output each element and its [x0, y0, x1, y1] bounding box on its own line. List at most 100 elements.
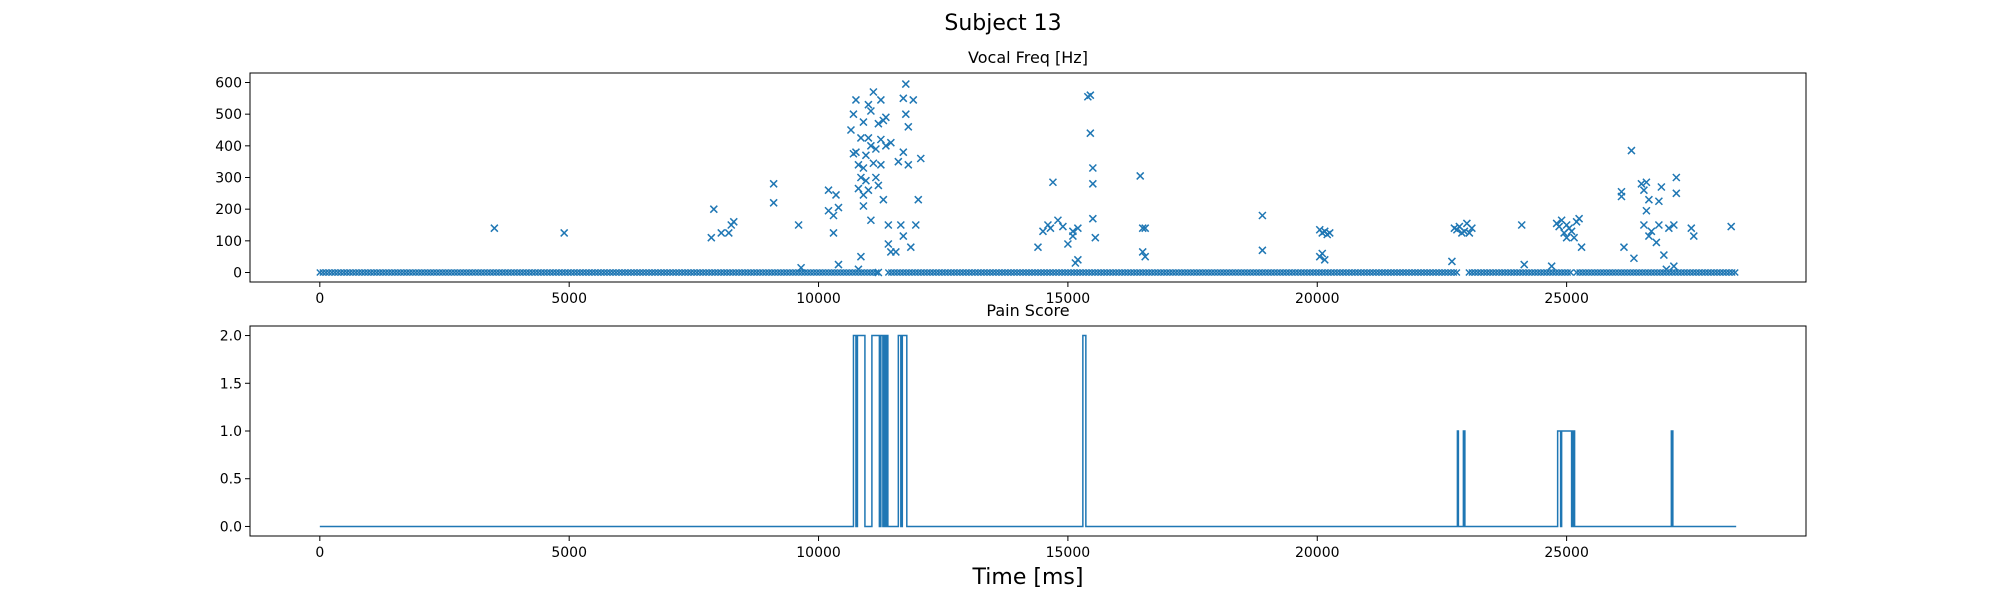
baseline-point: [1327, 269, 1335, 276]
baseline-point: [537, 269, 545, 276]
baseline-point: [1396, 269, 1404, 276]
baseline-point: [1534, 269, 1542, 276]
baseline-point: [358, 269, 366, 276]
baseline-point: [504, 269, 512, 276]
baseline-point: [582, 269, 590, 276]
baseline-point: [373, 269, 381, 276]
baseline-point: [501, 269, 509, 276]
baseline-point: [1677, 269, 1685, 276]
baseline-point: [421, 269, 429, 276]
baseline-point: [804, 269, 812, 276]
baseline-point: [468, 269, 476, 276]
baseline-point: [531, 269, 539, 276]
baseline-point: [573, 269, 581, 276]
baseline-point: [1190, 269, 1198, 276]
scatter-point: [1644, 232, 1653, 241]
baseline-point: [621, 269, 629, 276]
baseline-point: [989, 269, 997, 276]
baseline-point: [1576, 269, 1584, 276]
scatter-point: [1654, 197, 1663, 206]
scatter-point: [1138, 247, 1147, 256]
baseline-point: [1432, 269, 1440, 276]
baseline-point: [810, 269, 818, 276]
scatter-point: [1639, 220, 1648, 230]
baseline-point: [1567, 269, 1575, 276]
scatter-point: [1048, 178, 1057, 187]
baseline-point: [1240, 269, 1248, 276]
baseline-point: [1423, 269, 1431, 276]
baseline-point: [349, 269, 357, 276]
baseline-point: [1405, 269, 1413, 276]
baseline-point: [780, 269, 788, 276]
scatter-point: [916, 154, 925, 163]
scatter-point: [899, 148, 908, 157]
baseline-point: [1243, 269, 1251, 276]
baseline-point: [340, 269, 348, 276]
baseline-point: [828, 269, 836, 276]
vocal-freq-y-tick-label: 100: [215, 234, 242, 250]
baseline-point: [1052, 269, 1060, 276]
baseline-point: [735, 269, 743, 276]
scatter-point: [1669, 262, 1678, 271]
baseline-point: [1139, 269, 1147, 276]
baseline-point: [1225, 269, 1233, 276]
baseline-point: [325, 269, 333, 276]
baseline-point: [1402, 269, 1410, 276]
baseline-point: [786, 269, 794, 276]
baseline-point: [657, 269, 665, 276]
vocal-freq-y-tick-label: 200: [215, 202, 242, 218]
scatter-point: [894, 157, 903, 166]
baseline-point: [974, 269, 982, 276]
baseline-point: [645, 269, 653, 276]
baseline-point: [1303, 269, 1311, 276]
scatter-point: [1460, 227, 1469, 236]
scatter-point: [1687, 224, 1696, 233]
baseline-point: [1121, 269, 1129, 276]
baseline-point: [1291, 269, 1299, 276]
scatter-point: [869, 159, 878, 168]
baseline-point: [675, 269, 683, 276]
scatter-point: [876, 95, 885, 104]
baseline-point: [1279, 269, 1287, 276]
baseline-point: [1411, 269, 1419, 276]
baseline-point: [1549, 269, 1557, 276]
baseline-point: [1546, 269, 1554, 276]
baseline-point: [609, 269, 617, 276]
baseline-point: [1342, 269, 1350, 276]
baseline-point: [890, 269, 898, 276]
baseline-point: [1336, 269, 1344, 276]
scatter-point: [1647, 227, 1656, 236]
baseline-point: [1683, 269, 1691, 276]
baseline-point: [1441, 269, 1449, 276]
baseline-point: [1270, 269, 1278, 276]
baseline-point: [702, 269, 710, 276]
baseline-point: [1695, 269, 1703, 276]
baseline-point: [1540, 269, 1548, 276]
scatter-point: [1088, 163, 1097, 173]
baseline-point: [986, 269, 994, 276]
scatter-point: [914, 195, 923, 204]
baseline-point: [863, 269, 871, 276]
scatter-point: [1642, 206, 1651, 215]
baseline-point: [513, 269, 521, 276]
vocal-freq-y-tick-label: 400: [215, 139, 242, 155]
baseline-point: [1148, 269, 1156, 276]
scatter-point: [1664, 224, 1673, 233]
scatter-point: [909, 95, 918, 104]
scatter-point: [1465, 228, 1474, 237]
scatter-point: [1662, 265, 1671, 274]
baseline-point: [1163, 269, 1171, 276]
baseline-point: [1172, 269, 1180, 276]
baseline-point: [1483, 269, 1491, 276]
scatter-point: [846, 125, 855, 135]
baseline-point: [1169, 269, 1177, 276]
baseline-point: [630, 269, 638, 276]
scatter-point: [1570, 233, 1579, 242]
baseline-point: [1489, 269, 1497, 276]
baseline-point: [1531, 269, 1539, 276]
baseline-point: [603, 269, 611, 276]
baseline-point: [726, 269, 734, 276]
baseline-point: [654, 269, 662, 276]
baseline-point: [1414, 269, 1422, 276]
baseline-point: [1674, 269, 1682, 276]
